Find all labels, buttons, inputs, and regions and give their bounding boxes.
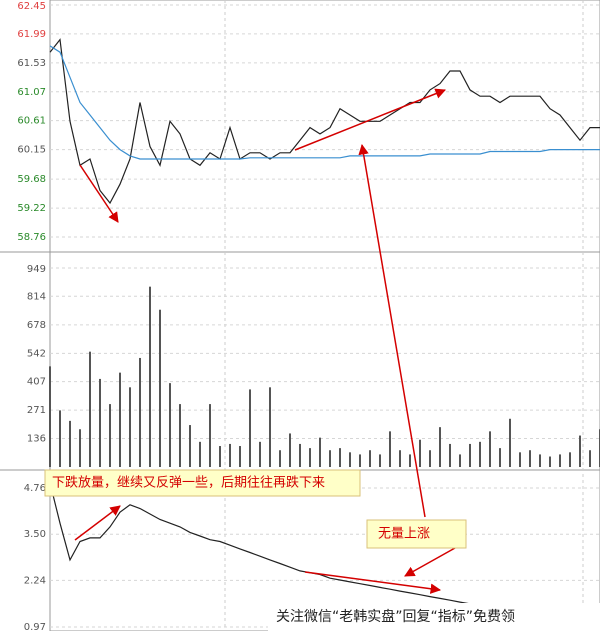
y-tick-label: 136 [27,433,46,444]
volume-bar [299,443,301,467]
y-tick-label: 59.68 [17,174,46,185]
volume-bar [579,435,581,467]
y-tick-label: 61.07 [17,87,46,98]
volume-bar [79,429,81,467]
volume-bar [509,418,511,467]
y-tick-label: 814 [27,291,46,302]
annotation-layer: 下跌放量，继续又反弹一些，后期往往再跌下来 无量上涨 关注微信“老韩实盘”回复“… [44,88,600,631]
volume-bar [549,456,551,467]
annotation: 下跌放量，继续又反弹一些，后期往往再跌下来 [52,475,325,491]
volume-bar [409,454,411,467]
volume-bar [479,441,481,467]
volume-bar [339,448,341,467]
annotation: 无量上涨 [378,527,430,542]
arrow [404,547,456,577]
volume-bar [389,431,391,467]
volume-bar [179,404,181,467]
volume-bar [379,454,381,467]
y-tick-label: 60.61 [17,116,46,127]
y-tick-label: 61.99 [17,29,46,40]
arrow [74,505,121,541]
arrow [304,571,442,594]
volume-bar [439,427,441,467]
y-tick-label: 58.76 [17,232,46,243]
volume-bar [529,450,531,467]
marks: 62.45 61.99 61.53 61.07 60.61 60.15 59.68 59.22… [17,1,600,631]
watermark: 关注微信“老韩实盘”回复“指标”免费领 [276,608,515,625]
volume-bar [429,450,431,467]
price-line [49,45,600,160]
plot-frame [49,0,600,631]
volume-bar [309,448,311,467]
annotation-box [44,469,361,497]
volume-bar [189,425,191,467]
volume-bar [269,387,271,467]
y-tick-label: 61.53 [17,58,46,69]
volume-bar [249,389,251,467]
volume-bar [499,448,501,467]
volume-bar [99,378,101,467]
volume-bar [209,404,211,467]
volume-bar [169,383,171,467]
arrow [358,143,426,518]
y-tick-label: 2.24 [24,575,46,586]
volume-bar [469,443,471,467]
volume-bar [539,454,541,467]
y-tick-label: 271 [27,405,46,416]
volume-bar [289,433,291,467]
y-tick-label: 3.50 [24,529,46,540]
volume-bar [49,366,51,467]
volume-bar [219,446,221,467]
volume-bar [569,452,571,467]
volume-bar [89,351,91,467]
y-tick-label: 0.97 [24,622,46,631]
y-tick-label: 542 [27,348,46,359]
y-tick-label: 949 [27,264,46,275]
volume-bar [359,454,361,467]
volume-bar [589,450,591,467]
y-tick-label: 678 [27,320,46,331]
y-tick-label: 4.76 [24,483,46,494]
volume-bar [279,450,281,467]
volume-bar [449,443,451,467]
arrow [294,88,446,151]
volume-bar [229,443,231,467]
volume-bar [119,372,121,467]
volume-bar [319,437,321,467]
volume-bar [129,387,131,467]
y-tick-label: 407 [27,377,46,388]
watermark-box [268,603,600,631]
arrow [79,164,119,223]
y-tick-label: 60.15 [17,145,46,156]
volume-bar [139,357,141,467]
volume-bar [329,450,331,467]
volume-bar [199,441,201,467]
y-tick-label: 59.22 [17,203,46,214]
volume-bar [399,450,401,467]
y-tick-label: 62.45 [17,1,46,12]
volume-bar [349,452,351,467]
volume-bar [69,420,71,467]
volume-bar [259,441,261,467]
volume-bar [419,439,421,467]
annotation-box [366,519,467,549]
price-line [49,38,600,205]
volume-bar [489,431,491,467]
volume-bar [109,404,111,467]
volume-bar [239,446,241,467]
volume-bar [159,309,161,467]
volume-bar [519,452,521,467]
volume-bar [59,410,61,467]
volume-bar [559,454,561,467]
volume-bar [459,454,461,467]
volume-bar [149,286,151,467]
volume-bar [369,450,371,467]
